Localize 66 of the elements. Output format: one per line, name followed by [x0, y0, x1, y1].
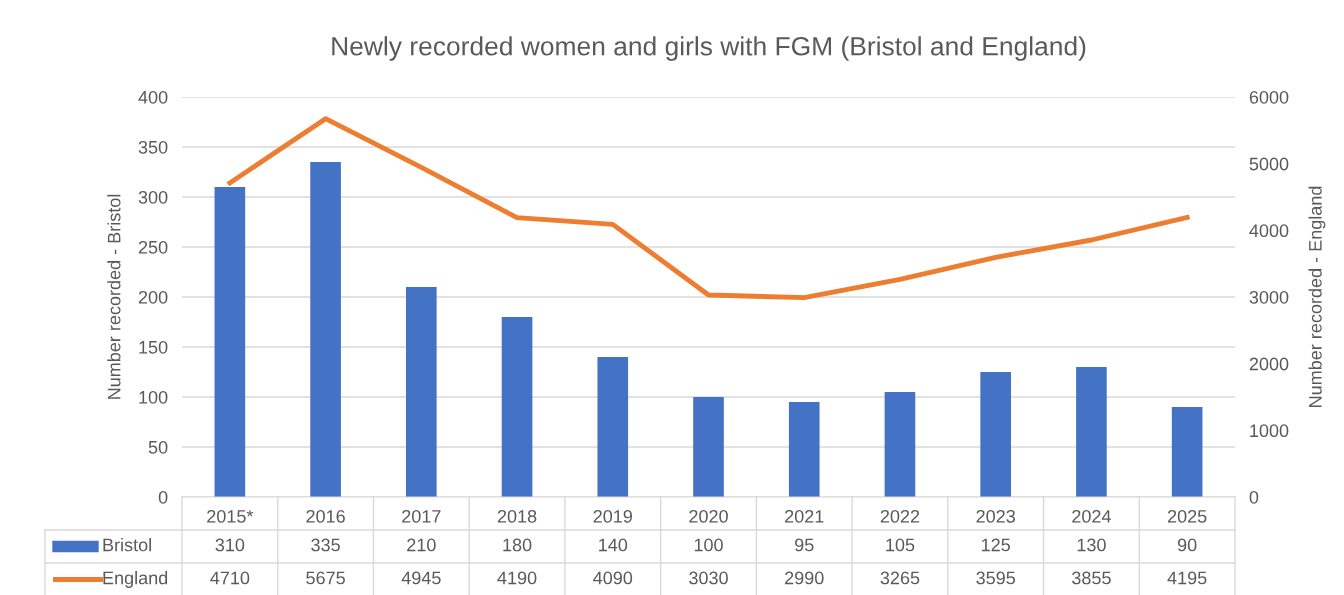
y2-tick-label: 1000	[1250, 424, 1289, 438]
y2-tick-label: 6000	[1249, 90, 1289, 104]
bar	[214, 187, 246, 497]
y-axis-title: Number recorded - Bristol	[107, 194, 121, 399]
bar	[693, 397, 724, 497]
data-label: 90	[1177, 538, 1197, 552]
bar	[788, 402, 820, 497]
y-tick-label: 150	[139, 340, 168, 354]
line-series	[227, 116, 1190, 301]
x-tick-label: 2021	[785, 509, 824, 523]
y-tick-label: 0	[158, 490, 168, 504]
legend-label: England	[103, 571, 168, 588]
y2-tick-label: 3000	[1249, 290, 1289, 304]
data-label: 3265	[880, 571, 920, 585]
bar	[406, 287, 437, 497]
y-tick-label: 400	[138, 90, 168, 104]
data-label: 180	[503, 538, 532, 552]
y2-tick-label: 5000	[1249, 157, 1289, 171]
data-label: 130	[1077, 538, 1106, 552]
x-tick-label: 2020	[689, 509, 728, 523]
bar	[597, 357, 629, 497]
x-tick-label: 2023	[976, 509, 1015, 523]
data-label: 125	[982, 538, 1010, 552]
data-label: 335	[311, 538, 340, 552]
bar	[1076, 367, 1107, 497]
y2-axis-title: Number recorded - England	[1308, 186, 1326, 407]
x-tick-label: 2016	[306, 509, 345, 523]
y2-tick-label: 2000	[1249, 357, 1289, 371]
y-tick-label: 350	[138, 140, 168, 154]
y-tick-label: 300	[138, 190, 168, 204]
bar	[310, 162, 341, 497]
x-tick-label: 2015*	[207, 509, 254, 523]
data-label: 3855	[1072, 571, 1111, 585]
data-label: 4090	[593, 571, 633, 585]
x-tick-label: 2017	[402, 509, 441, 523]
data-label: 5675	[306, 571, 345, 585]
bar	[1171, 407, 1203, 497]
data-label: 210	[407, 538, 436, 552]
data-label: 95	[795, 538, 814, 552]
data-label: 140	[599, 538, 628, 552]
x-tick-label: 2025	[1167, 509, 1207, 523]
data-label: 4710	[210, 571, 250, 585]
y-tick-label: 50	[148, 440, 168, 454]
y-tick-label: 200	[138, 290, 168, 304]
y2-tick-label: 4000	[1249, 224, 1289, 238]
x-tick-label: 2019	[593, 509, 632, 523]
data-label: 4945	[401, 571, 441, 585]
data-label: 310	[215, 538, 245, 552]
x-tick-label: 2024	[1072, 509, 1111, 523]
data-label: 105	[886, 538, 915, 552]
bar	[501, 317, 533, 497]
bar	[884, 392, 916, 497]
data-label: 4195	[1167, 571, 1207, 585]
y2-tick-label: 0	[1249, 490, 1259, 504]
data-label: 3030	[689, 571, 728, 585]
data-label: 3595	[976, 571, 1016, 585]
x-tick-label: 2018	[497, 509, 537, 523]
legend-label: Bristol	[103, 538, 151, 552]
chart-title: Newly recorded women and girls with FGM (Bristol and England)	[332, 36, 1086, 61]
y-tick-label: 250	[138, 240, 168, 254]
y-tick-label: 100	[139, 390, 168, 404]
data-label: 100	[694, 538, 723, 552]
x-tick-label: 2022	[880, 509, 920, 523]
data-label: 2990	[785, 571, 824, 585]
bar	[980, 372, 1011, 497]
data-label: 4190	[497, 571, 537, 585]
